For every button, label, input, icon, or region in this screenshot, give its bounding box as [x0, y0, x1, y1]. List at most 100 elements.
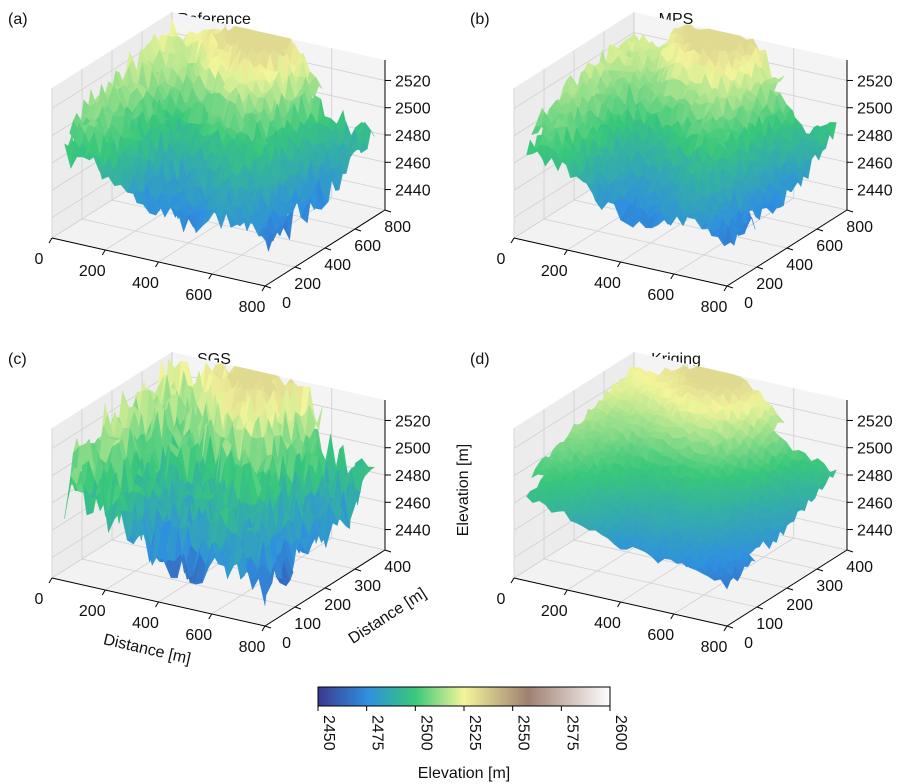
z-tick-label: 2460 — [395, 155, 431, 172]
x-tick-label: 0 — [35, 591, 44, 608]
y-tick-label: 400 — [786, 257, 813, 274]
y-tick — [846, 549, 854, 553]
x-tick — [261, 625, 266, 632]
x-tick — [155, 601, 159, 608]
colorbar-label: Elevation [m] — [418, 765, 510, 782]
y-tick-label: 100 — [756, 616, 783, 633]
y-tick-label: 200 — [756, 276, 783, 293]
x-tick-label: 800 — [239, 299, 266, 316]
x-tick-label: 800 — [239, 639, 266, 656]
x-tick — [617, 601, 621, 608]
x-tick-label: 600 — [185, 627, 212, 644]
y-tick — [294, 606, 302, 610]
x-axis-label: Distance [m] — [102, 631, 192, 668]
x-tick-label: 0 — [497, 591, 506, 608]
x-tick — [670, 273, 675, 280]
y-tick — [786, 587, 794, 591]
panel-label: (d) — [470, 351, 490, 368]
z-tick-label: 2480 — [857, 128, 893, 145]
x-tick — [617, 261, 621, 268]
colorbar-tick-label: 2475 — [369, 715, 386, 751]
y-tick — [786, 247, 794, 251]
surface — [64, 358, 376, 606]
y-tick-label: 0 — [282, 295, 291, 312]
panel-label: (b) — [470, 11, 490, 28]
z-tick-label: 2500 — [857, 441, 893, 458]
y-tick-label: 400 — [324, 257, 351, 274]
x-tick-label: 0 — [497, 251, 506, 268]
y-tick-label: 800 — [846, 219, 873, 236]
y-tick-label: 800 — [384, 219, 411, 236]
x-tick — [155, 261, 159, 268]
x-tick — [48, 577, 53, 584]
x-tick-label: 0 — [35, 251, 44, 268]
y-tick-label: 0 — [282, 635, 291, 652]
z-tick-label: 2500 — [857, 101, 893, 118]
colorbar-tick-label: 2525 — [466, 715, 483, 751]
x-tick-label: 400 — [594, 275, 621, 292]
x-tick-label: 400 — [132, 615, 159, 632]
colorbar-tick-label: 2550 — [515, 715, 532, 751]
y-tick — [354, 568, 362, 572]
z-tick-label: 2460 — [857, 495, 893, 512]
x-tick-label: 200 — [541, 603, 568, 620]
x-tick — [563, 249, 568, 256]
y-tick — [816, 228, 824, 232]
y-tick — [384, 549, 392, 553]
y-tick-label: 200 — [786, 597, 813, 614]
y-tick-label: 200 — [324, 597, 351, 614]
panel-label: (a) — [8, 11, 28, 28]
y-tick — [384, 209, 392, 213]
z-tick-label: 2460 — [395, 495, 431, 512]
x-tick — [510, 577, 515, 584]
x-tick-label: 600 — [647, 627, 674, 644]
x-tick-label: 600 — [185, 287, 212, 304]
y-tick — [726, 625, 734, 629]
x-tick-label: 200 — [541, 263, 568, 280]
y-tick-label: 0 — [744, 635, 753, 652]
z-tick-label: 2480 — [395, 128, 431, 145]
y-tick — [324, 587, 332, 591]
z-tick-label: 2500 — [395, 441, 431, 458]
y-tick-label: 600 — [354, 238, 381, 255]
x-tick — [101, 249, 106, 256]
x-tick-label: 200 — [79, 603, 106, 620]
surface — [64, 19, 375, 252]
surface — [526, 24, 837, 247]
colorbar-gradient — [317, 686, 611, 707]
y-tick — [726, 285, 734, 289]
z-tick-label: 2460 — [857, 155, 893, 172]
surface-facet — [762, 203, 774, 214]
z-tick-label: 2520 — [395, 413, 431, 430]
x-tick — [670, 613, 675, 620]
x-tick-label: 400 — [132, 275, 159, 292]
x-tick — [208, 273, 213, 280]
x-tick — [563, 589, 568, 596]
z-tick-label: 2440 — [395, 183, 431, 200]
colorbar: 2450 2475 2500 2525 2550 2575 2600 Elevation [… — [317, 686, 629, 782]
colorbar-tick-label: 2600 — [612, 715, 629, 751]
y-tick — [294, 266, 302, 270]
x-tick — [208, 613, 213, 620]
z-tick-label: 2480 — [395, 468, 431, 485]
y-tick-label: 300 — [354, 578, 381, 595]
z-tick-label: 2500 — [395, 101, 431, 118]
y-tick — [264, 625, 272, 629]
colorbar-tick-label: 2575 — [563, 715, 580, 751]
surface-facet — [720, 227, 731, 247]
y-tick-label: 0 — [744, 295, 753, 312]
x-tick-label: 600 — [647, 287, 674, 304]
y-tick — [324, 247, 332, 251]
panel-label: (c) — [8, 351, 27, 368]
surface-facet — [300, 197, 312, 224]
y-tick — [354, 228, 362, 232]
x-tick-label: 200 — [79, 263, 106, 280]
x-tick — [723, 625, 728, 632]
y-tick — [756, 266, 764, 270]
